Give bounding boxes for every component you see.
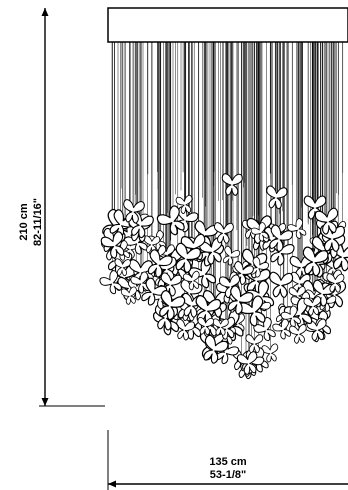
height-arrow-bottom (41, 398, 49, 406)
butterfly (175, 242, 202, 274)
butterfly (156, 205, 185, 236)
butterfly (175, 194, 193, 214)
ceiling-canopy (107, 7, 348, 43)
butterfly (130, 271, 150, 294)
butterfly (236, 351, 258, 375)
width-arrow-left (108, 480, 116, 488)
height-imperial-label: 82-11/16" (32, 198, 44, 246)
butterfly (212, 318, 229, 336)
butterfly (214, 222, 234, 244)
butterfly (272, 318, 291, 340)
width-imperial-label: 53-1/8" (210, 469, 246, 481)
butterfly (250, 256, 269, 278)
butterfly (303, 296, 322, 316)
butterfly (269, 224, 294, 252)
butterfly (114, 258, 131, 277)
butterfly (280, 305, 301, 328)
butterfly (326, 273, 345, 293)
butterfly (306, 318, 327, 341)
butterfly (183, 270, 200, 291)
butterfly (289, 324, 307, 344)
butterfly (143, 235, 161, 254)
butterfly (195, 295, 222, 325)
height-arrow-top (41, 8, 49, 16)
butterfly (227, 285, 254, 315)
butterfly (250, 222, 269, 242)
butterfly (199, 237, 223, 265)
butterfly (253, 317, 276, 342)
butterfly (266, 185, 288, 210)
suspension-wires (111, 42, 344, 366)
butterfly (221, 173, 243, 196)
butterfly (203, 334, 229, 364)
butterfly (215, 316, 236, 340)
butterfly (197, 317, 214, 336)
butterfly (120, 286, 137, 305)
butterfly (123, 199, 145, 224)
butterfly (287, 218, 307, 239)
butterfly (238, 295, 266, 327)
butterfly-cluster (99, 173, 348, 380)
butterfly (147, 249, 173, 278)
butterfly (222, 245, 241, 266)
butterfly (159, 290, 186, 321)
butterfly (100, 231, 125, 259)
butterfly (302, 246, 329, 277)
height-metric-label: 210 cm (18, 203, 30, 241)
butterfly (99, 270, 122, 295)
butterfly (314, 207, 339, 235)
width-metric-label: 135 cm (209, 456, 247, 468)
butterfly (245, 334, 264, 354)
width-dimension: 135 cm 53-1/8" (107, 430, 348, 490)
butterfly (269, 271, 294, 298)
height-dimension: 210 cm 82-11/16" (18, 8, 105, 407)
